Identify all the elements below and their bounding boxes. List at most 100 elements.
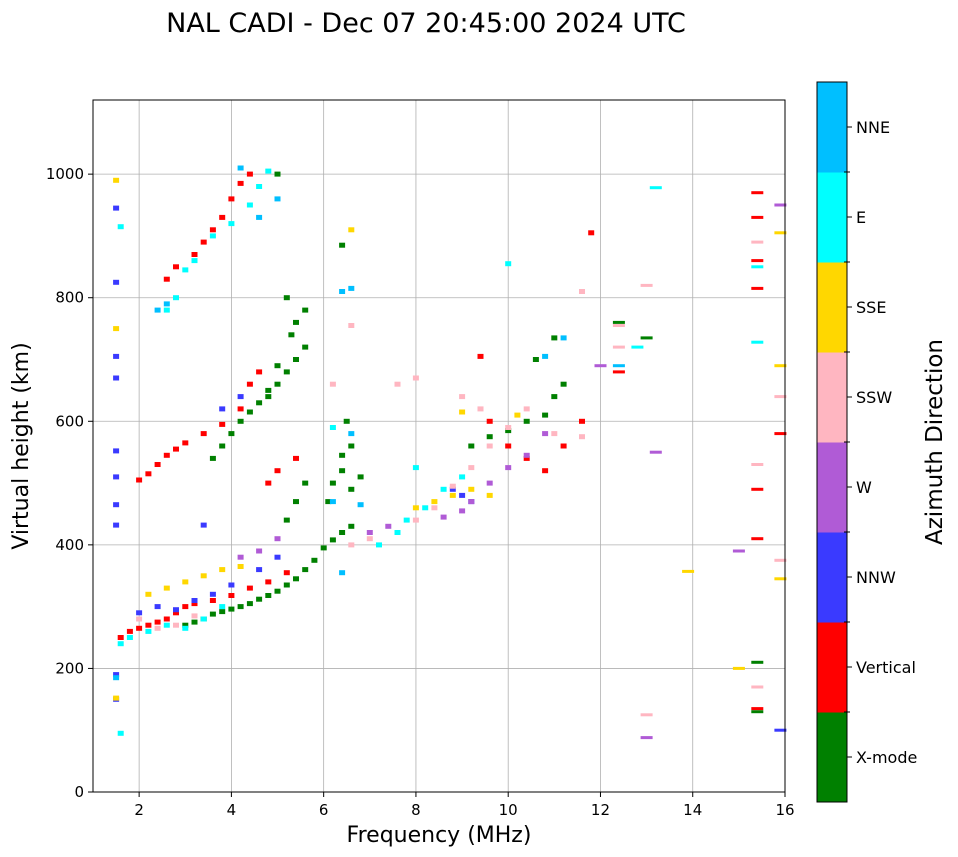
echo-point-vertical [265, 579, 272, 585]
echo-point-e [246, 202, 253, 208]
echo-point-e [256, 184, 263, 189]
echo-point-e [505, 261, 512, 267]
echo-point-e [173, 295, 179, 301]
echo-point-w [523, 452, 530, 458]
colorbar-swatch-nne [817, 82, 847, 173]
colorbar-label-w: W [856, 478, 872, 497]
echo-point-ssw [774, 558, 787, 562]
axis-ticks: 2 4 6 8 10 12 14 16 0 200 400 600 800 1000 [46, 165, 795, 819]
echo-point-e [219, 604, 226, 610]
echo-point-x-mode [228, 431, 235, 437]
echo-point-w [774, 203, 787, 207]
echo-point-x-mode [274, 363, 281, 369]
echo-point-ssw [468, 465, 475, 471]
echo-point-x-mode [320, 545, 327, 551]
echo-point-nnw [173, 607, 179, 613]
echo-point-x-mode [348, 523, 355, 529]
y-tick-label: 200 [55, 659, 84, 677]
echo-point-nnw [113, 502, 120, 508]
echo-point-ssw [751, 240, 764, 244]
echo-point-x-mode [311, 557, 318, 563]
echo-point-vertical [751, 259, 764, 263]
echo-point-sse [682, 569, 695, 573]
echo-point-vertical [751, 707, 764, 711]
echo-point-nnw [136, 610, 143, 616]
echo-point-x-mode [523, 418, 530, 424]
echo-point-vertical [117, 635, 124, 640]
echo-point-x-mode [532, 357, 539, 362]
echo-point-vertical [154, 462, 161, 467]
echo-point-ssw [751, 685, 764, 689]
echo-point-e [265, 168, 272, 174]
echo-point-e [376, 542, 382, 548]
echo-point-x-mode [505, 428, 512, 434]
echo-point-vertical [145, 471, 152, 477]
echo-point-x-mode [256, 400, 263, 406]
echo-point-vertical [293, 455, 299, 461]
echo-point-sse [468, 486, 475, 492]
echo-point-x-mode [256, 596, 263, 602]
echo-point-x-mode [283, 517, 290, 523]
echo-point-ssw [412, 517, 419, 523]
echo-point-vertical [219, 214, 226, 220]
echo-point-vertical [477, 353, 484, 359]
echo-point-nne [339, 570, 346, 576]
echo-point-vertical [751, 537, 764, 541]
echo-point-vertical [209, 598, 216, 603]
echo-point-nnw [228, 582, 235, 588]
echo-point-vertical [191, 252, 198, 257]
echo-point-x-mode [182, 622, 189, 628]
echo-point-nne [237, 165, 244, 171]
echo-point-ssw [449, 483, 456, 489]
echo-point-ssw [774, 395, 787, 399]
echo-point-vertical [163, 276, 170, 282]
echo-point-w [274, 536, 281, 542]
echo-point-nne [113, 675, 120, 681]
echo-point-x-mode [329, 537, 336, 543]
echo-point-sse [113, 177, 120, 183]
echo-point-e [117, 730, 124, 736]
echo-point-e [163, 622, 170, 628]
echo-point-nnw [200, 522, 207, 528]
echo-point-x-mode [293, 499, 299, 505]
echo-point-w [468, 499, 475, 505]
colorbar-title: Azimuth Direction [922, 339, 948, 545]
echo-point-e [459, 474, 466, 480]
echo-point-sse [113, 326, 120, 332]
echo-point-vertical [588, 230, 595, 236]
echo-point-nnw [113, 375, 120, 381]
colorbar-label-x-mode: X-mode [856, 748, 917, 767]
echo-point-x-mode [751, 710, 764, 714]
echo-point-vertical [154, 619, 161, 625]
echo-point-x-mode [751, 660, 764, 664]
x-axis-label: Frequency (MHz) [347, 823, 532, 848]
x-tick-label: 14 [683, 801, 702, 819]
echo-point-vertical [246, 171, 253, 177]
echo-point-e [440, 486, 447, 492]
echo-point-x-mode [325, 499, 332, 505]
echo-point-nnw [113, 672, 120, 678]
echo-point-e [751, 340, 764, 344]
echo-point-vertical [173, 264, 179, 270]
echo-point-nne [256, 214, 263, 220]
x-tick-label: 8 [411, 801, 421, 819]
echo-point-sse [348, 227, 355, 233]
echo-point-x-mode [551, 394, 558, 400]
echo-point-vertical [560, 443, 567, 449]
echo-point-x-mode [302, 307, 309, 313]
echo-point-sse [774, 577, 787, 581]
echo-point-x-mode [468, 443, 475, 449]
y-tick-label: 600 [55, 412, 84, 430]
echo-point-e [163, 307, 170, 313]
y-tick-label: 0 [74, 783, 84, 801]
echo-point-sse [113, 695, 120, 701]
colorbar-swatch-nnw [817, 532, 847, 623]
colorbar-label-nnw: NNW [856, 568, 896, 587]
echo-point-vertical [246, 381, 253, 387]
echo-point-sse [774, 364, 787, 368]
echo-point-x-mode [640, 336, 653, 340]
echo-point-nne [163, 301, 170, 307]
echo-point-x-mode [560, 381, 567, 387]
echo-point-e [145, 628, 152, 634]
